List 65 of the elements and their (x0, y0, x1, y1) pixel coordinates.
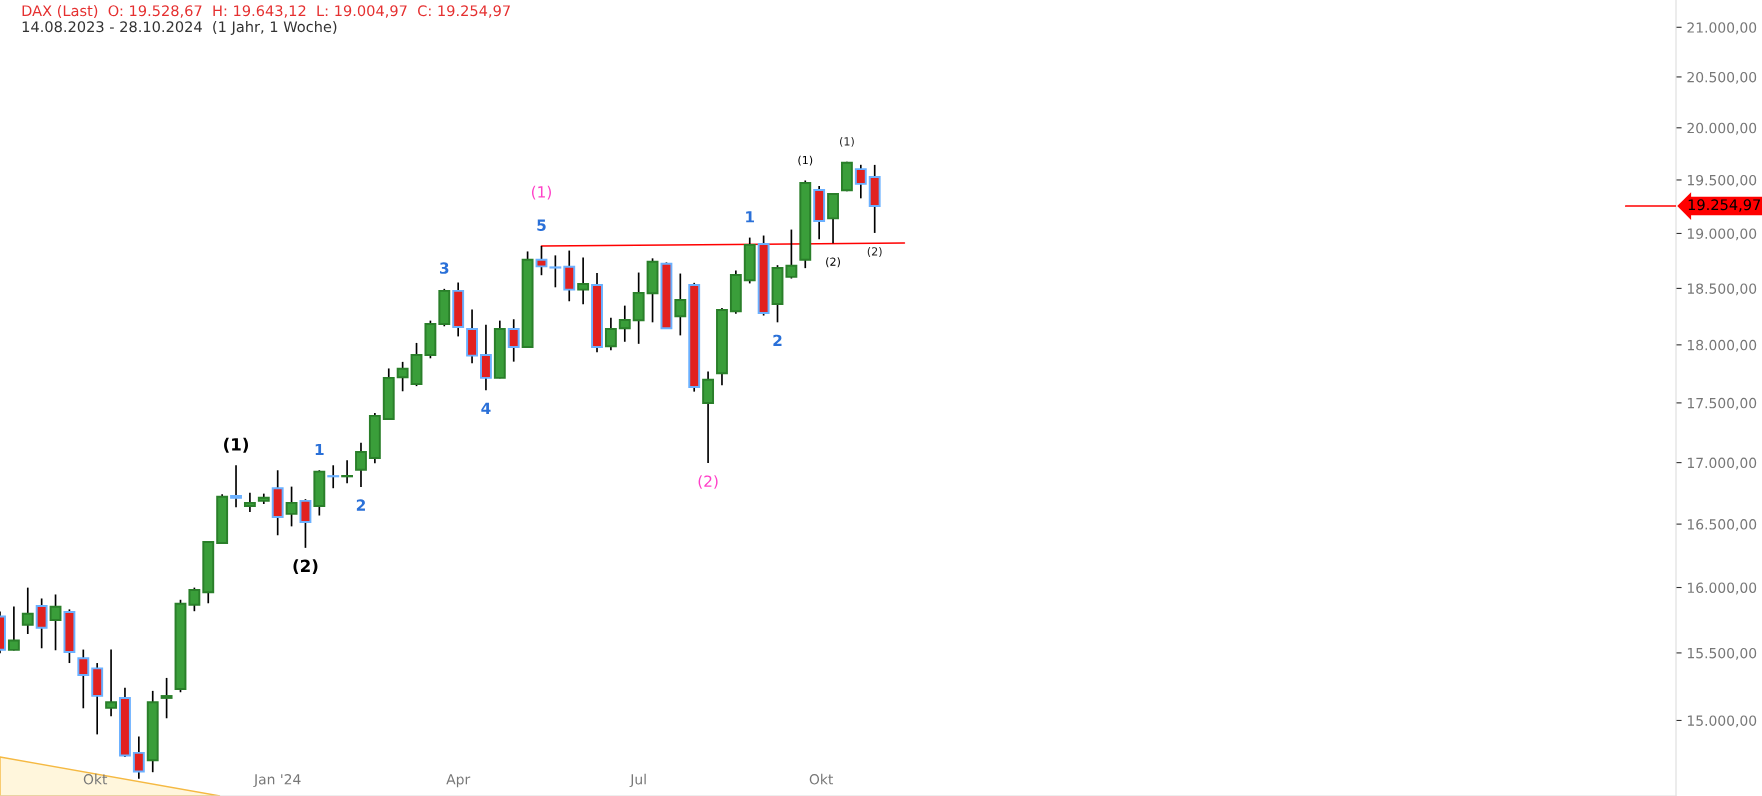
y-tick-label: 16.500,00 (1687, 519, 1757, 532)
y-tick-label: 19.500,00 (1687, 174, 1757, 187)
y-tick-label: 18.000,00 (1687, 339, 1757, 352)
candlestick (604, 316, 617, 352)
y-tick-label: 18.500,00 (1687, 283, 1757, 296)
y-tick-label: 20.500,00 (1687, 71, 1757, 84)
annotation: 5 (537, 219, 546, 231)
x-tick-label: Jul (629, 773, 646, 788)
candlestick (21, 586, 34, 635)
candlestick (188, 586, 201, 613)
candlestick (105, 648, 117, 718)
candlestick (35, 597, 48, 650)
x-tick-label: Jan '24 (253, 774, 301, 788)
annotation: 2 (773, 334, 782, 346)
candlestick (535, 245, 548, 277)
annotation: (1) (798, 155, 813, 166)
y-tick-label: 20.000,00 (1687, 122, 1757, 135)
candlestick (480, 323, 492, 392)
candlestick (549, 254, 562, 289)
annotation: 1 (315, 443, 324, 456)
candlestick (299, 498, 312, 549)
candlestick (7, 605, 20, 652)
candlestick (243, 491, 256, 513)
y-tick-label: 21.000,00 (1687, 22, 1757, 35)
y-tick-label: 17.000,00 (1687, 457, 1757, 470)
y-tick-label: 15.000,00 (1687, 715, 1757, 728)
annotation: 4 (481, 402, 491, 414)
annotation: (2) (826, 257, 840, 268)
candlestick (702, 370, 715, 464)
candlestick (854, 163, 867, 200)
candlestick (396, 361, 409, 393)
candlestick (507, 318, 520, 363)
candlestick (674, 272, 687, 337)
annotation: (2) (698, 475, 718, 489)
candlestick (285, 485, 298, 528)
annotation: (2) (293, 559, 318, 575)
candlestick (230, 464, 242, 509)
annotation: (2) (867, 247, 882, 257)
annotation: 3 (440, 262, 449, 274)
x-tick-label: Apr (446, 774, 471, 788)
candlestick (577, 256, 590, 306)
candlestick (563, 249, 576, 303)
ref-line-label: 19.254,97 (1688, 199, 1761, 212)
candlestick (49, 593, 62, 652)
candlestick (327, 464, 340, 490)
annotation: 1 (746, 211, 754, 223)
y-tick-label: 16.000,00 (1687, 582, 1757, 595)
chart-title: DAX (Last) O: 19.528,67 H: 19.643,12 L: 19.004,97 C: 19.254,97 (22, 4, 510, 18)
candlestick (160, 677, 173, 720)
candlestick (132, 735, 145, 780)
x-tick-label: Okt (83, 773, 108, 785)
candlestick (785, 228, 798, 280)
candlestick (618, 304, 631, 343)
x-tick-label: Okt (809, 773, 834, 785)
annotation: (1) (840, 136, 854, 147)
y-tick-label: 19.000,00 (1687, 228, 1757, 241)
candlestick (77, 648, 90, 710)
candlestick (341, 459, 354, 485)
y-tick-label: 17.500,00 (1687, 397, 1757, 410)
annotation: (1) (224, 437, 249, 453)
annotation: 2 (356, 499, 365, 511)
candlestick (355, 441, 367, 488)
y-tick-label: 15.500,00 (1687, 647, 1757, 660)
annotation: (1) (531, 185, 551, 200)
text: 14.08.2023 - 28.10.2024 (1 Jahr, 1 Woche) (22, 20, 337, 35)
